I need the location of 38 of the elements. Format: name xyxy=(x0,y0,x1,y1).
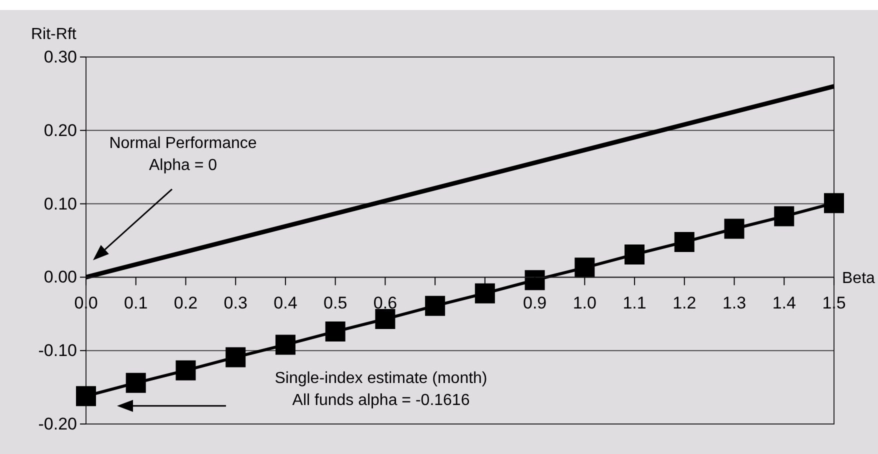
y-tick-label: -0.10 xyxy=(38,341,77,360)
x-tick-label: 0.1 xyxy=(124,294,148,313)
point xyxy=(724,218,744,239)
x-tick-label: 0.5 xyxy=(324,294,348,313)
annotation: Single-index estimate (month) All funds alpha = -0.1616 xyxy=(274,370,488,409)
point xyxy=(474,283,495,304)
y-tick-label: -0.20 xyxy=(38,414,77,434)
x-tick-label: 0.9 xyxy=(522,294,547,313)
x-axis-title: Beta xyxy=(842,270,876,287)
point xyxy=(325,322,346,342)
point xyxy=(524,270,545,290)
point xyxy=(674,232,694,252)
point xyxy=(375,309,396,330)
y-tick-label: 0.00 xyxy=(44,268,77,287)
point xyxy=(624,244,645,264)
point xyxy=(574,258,595,278)
point xyxy=(76,386,96,406)
point xyxy=(774,206,794,226)
x-tick-label: 1.4 xyxy=(772,294,796,313)
annotation: Normal Performance Alpha = 0 xyxy=(109,135,257,174)
x-tick-label: 1.0 xyxy=(572,294,596,313)
x-tick-label: 0.4 xyxy=(274,294,298,313)
x-tick-label: 1.2 xyxy=(672,294,696,313)
point xyxy=(126,372,146,393)
point xyxy=(824,193,844,214)
x-tick-label: 0.2 xyxy=(174,294,198,313)
y-tick-label: 0.30 xyxy=(44,47,77,66)
y-tick-label: 0.20 xyxy=(44,120,77,140)
point xyxy=(226,347,246,368)
y-axis-title: Rit-Rft xyxy=(31,26,77,43)
y-tick-label: 0.10 xyxy=(44,194,77,214)
x-tick-label: 1.3 xyxy=(722,294,746,313)
point xyxy=(176,360,196,380)
point xyxy=(425,296,446,316)
x-tick-label: 1.1 xyxy=(622,294,646,313)
x-tick-label: 0.3 xyxy=(224,294,248,313)
x-tick-label: 0.6 xyxy=(373,294,398,313)
point xyxy=(275,334,296,355)
